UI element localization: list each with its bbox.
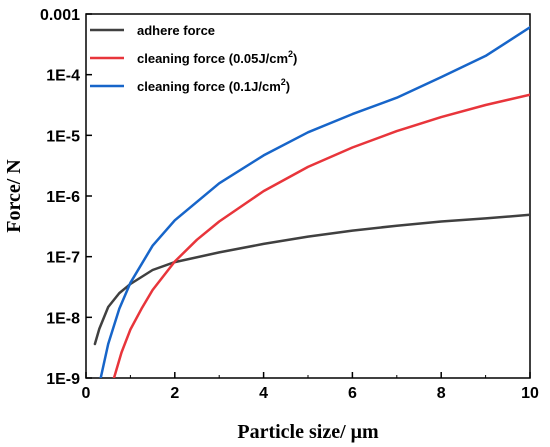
legend-label: adhere force bbox=[137, 23, 215, 38]
legend-label-suffix: ) bbox=[293, 51, 297, 66]
x-tick-label: 8 bbox=[437, 385, 446, 402]
legend-label-superscript: 2 bbox=[288, 49, 293, 59]
x-tick-label: 2 bbox=[170, 385, 179, 402]
series-line-0 bbox=[93, 213, 530, 346]
y-tick-label: 1E-8 bbox=[46, 310, 80, 327]
x-tick-label: 6 bbox=[348, 385, 357, 402]
y-tick-label: 1E-5 bbox=[46, 128, 80, 145]
legend-label-text: cleaning force (0.1J/cm bbox=[137, 79, 281, 94]
x-tick-label: 4 bbox=[259, 385, 268, 402]
x-axis-title: Particle size/ μm bbox=[237, 421, 379, 443]
y-tick-label: 1E-9 bbox=[46, 371, 80, 388]
plot-frame bbox=[85, 13, 531, 379]
series-line-1 bbox=[112, 93, 530, 378]
y-tick-label: 1E-6 bbox=[46, 189, 80, 206]
y-tick-label: 0.001 bbox=[40, 7, 80, 24]
legend-label: cleaning force (0.05J/cm2) bbox=[137, 49, 297, 66]
y-tick-label: 1E-7 bbox=[46, 250, 80, 267]
legend-label-superscript: 2 bbox=[281, 77, 286, 87]
legend-label-text: adhere force bbox=[137, 23, 215, 38]
x-tick-label: 0 bbox=[82, 385, 91, 402]
x-axis-ticks: 0 2 4 6 8 10 bbox=[82, 372, 539, 402]
series-line-2 bbox=[99, 26, 530, 378]
y-tick-label: 1E-4 bbox=[46, 68, 80, 85]
y-axis-title: Force/ N bbox=[3, 159, 25, 233]
series-layer bbox=[93, 26, 530, 378]
legend-label-suffix: ) bbox=[286, 79, 290, 94]
y-axis-ticks: 1E-9 1E-8 1E-7 1E-6 1E-5 1E-4 0.001 bbox=[40, 7, 92, 388]
x-tick-label: 10 bbox=[521, 385, 539, 402]
legend-label-text: cleaning force (0.05J/cm bbox=[137, 51, 288, 66]
legend-label: cleaning force (0.1J/cm2) bbox=[137, 77, 290, 94]
